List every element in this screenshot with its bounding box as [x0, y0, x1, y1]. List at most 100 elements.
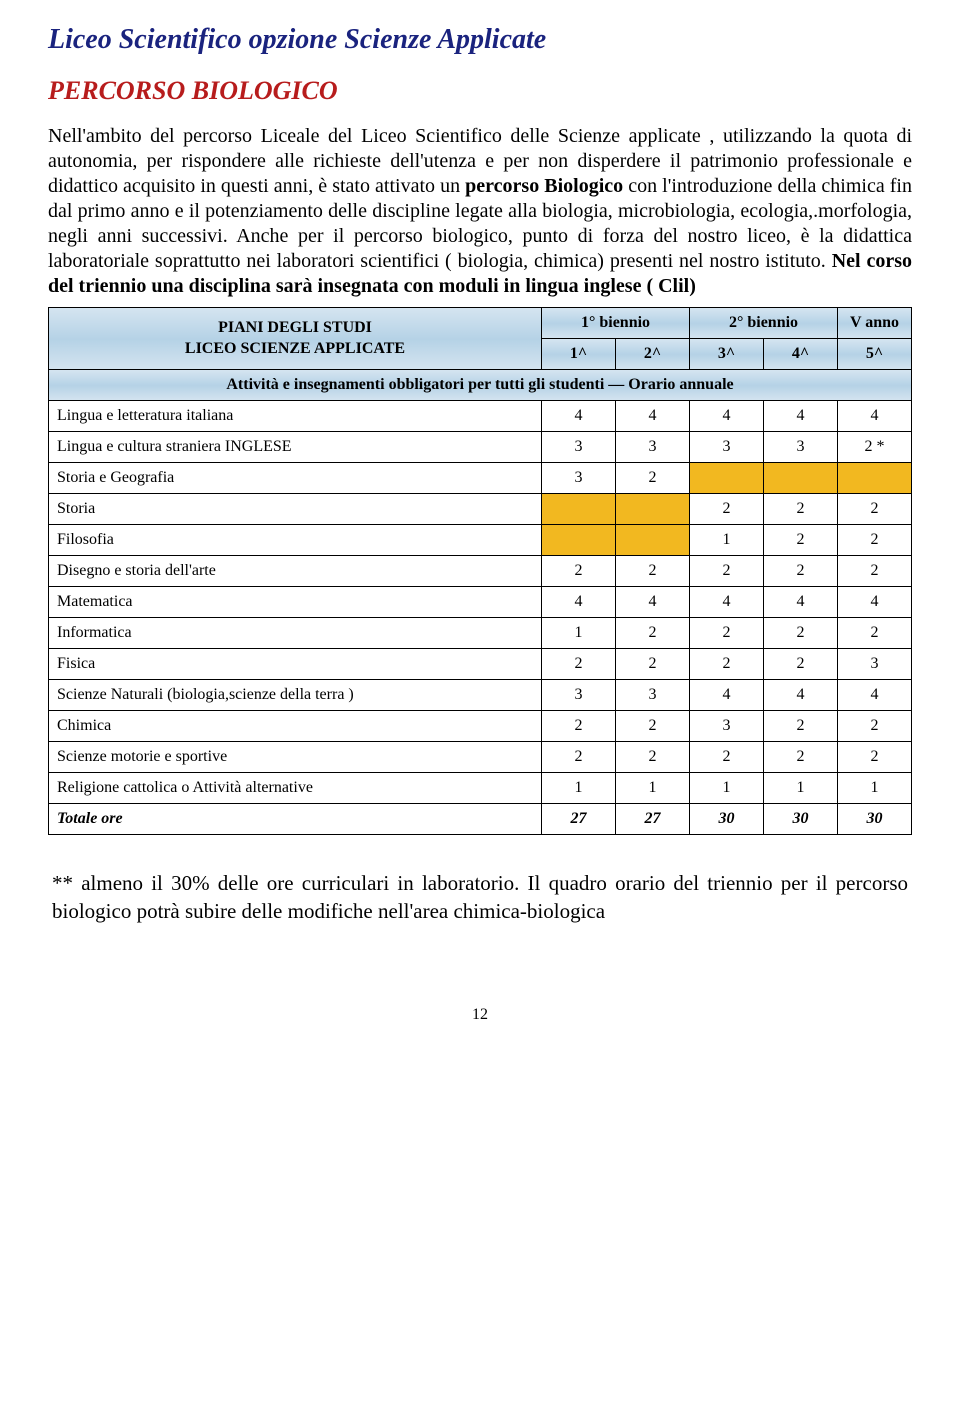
subject-label: Religione cattolica o Attività alternati…: [49, 773, 542, 804]
intro-paragraph: Nell'ambito del percorso Liceale del Lic…: [48, 124, 912, 299]
subject-value: 2: [690, 494, 764, 525]
subject-value: 2: [838, 618, 912, 649]
table-row: Informatica12222: [49, 618, 912, 649]
plan-header-cell: PIANI DEGLI STUDI LICEO SCIENZE APPLICAT…: [49, 308, 542, 370]
subject-value: 2: [616, 742, 690, 773]
subject-label: Lingua e cultura straniera INGLESE: [49, 432, 542, 463]
biennio2-header: 2° biennio: [690, 308, 838, 339]
page-title: Liceo Scientifico opzione Scienze Applic…: [48, 24, 912, 56]
subject-value: 4: [542, 401, 616, 432]
subject-value: 2: [764, 525, 838, 556]
subject-label: Filosofia: [49, 525, 542, 556]
subject-value: 2: [838, 525, 912, 556]
total-val-5: 30: [838, 804, 912, 835]
table-row: Disegno e storia dell'arte22222: [49, 556, 912, 587]
table-row: Fisica22223: [49, 649, 912, 680]
biennio1-header: 1° biennio: [542, 308, 690, 339]
subject-value: 2: [838, 494, 912, 525]
year-3-header: 3^: [690, 339, 764, 370]
subject-value: 4: [690, 587, 764, 618]
subject-value: 1: [542, 618, 616, 649]
subject-value: 2: [542, 742, 616, 773]
subject-value: 4: [690, 401, 764, 432]
subject-value: 2: [542, 556, 616, 587]
table-row: Lingua e letteratura italiana44444: [49, 401, 912, 432]
table-row: Lingua e cultura straniera INGLESE33332 …: [49, 432, 912, 463]
subject-value: 4: [838, 401, 912, 432]
subject-label: Fisica: [49, 649, 542, 680]
subject-value: 4: [838, 587, 912, 618]
subject-value: 4: [616, 401, 690, 432]
subject-value: 3: [764, 432, 838, 463]
subject-value: 2: [616, 463, 690, 494]
subject-value: [542, 525, 616, 556]
subject-value: 1: [690, 525, 764, 556]
page-subtitle: PERCORSO BIOLOGICO: [48, 76, 912, 106]
subject-label: Scienze Naturali (biologia,scienze della…: [49, 680, 542, 711]
plan-label-line1: PIANI DEGLI STUDI: [218, 319, 372, 336]
total-val-4: 30: [764, 804, 838, 835]
subject-value: 1: [616, 773, 690, 804]
subject-label: Matematica: [49, 587, 542, 618]
subject-value: 2: [838, 711, 912, 742]
table-row: Religione cattolica o Attività alternati…: [49, 773, 912, 804]
subject-value: [616, 494, 690, 525]
subject-value: 4: [764, 587, 838, 618]
subject-value: 2: [616, 711, 690, 742]
year-5-header: 5^: [838, 339, 912, 370]
subject-value: 3: [616, 680, 690, 711]
subject-value: [542, 494, 616, 525]
footnote-text: ** almeno il 30% delle ore curriculari i…: [52, 869, 908, 926]
year-1-header: 1^: [542, 339, 616, 370]
subject-label: Scienze motorie e sportive: [49, 742, 542, 773]
subject-value: 3: [542, 432, 616, 463]
subject-value: 2: [616, 556, 690, 587]
total-label: Totale ore: [49, 804, 542, 835]
subject-label: Disegno e storia dell'arte: [49, 556, 542, 587]
subject-value: 2: [838, 742, 912, 773]
intro-bold-percorso: percorso Biologico: [465, 175, 623, 197]
table-row: Storia222: [49, 494, 912, 525]
subject-value: 4: [764, 401, 838, 432]
subject-value: 4: [542, 587, 616, 618]
subject-value: 2: [764, 711, 838, 742]
subject-value: 3: [616, 432, 690, 463]
subject-label: Storia: [49, 494, 542, 525]
table-row: Scienze motorie e sportive22222: [49, 742, 912, 773]
table-row: Scienze Naturali (biologia,scienze della…: [49, 680, 912, 711]
year-2-header: 2^: [616, 339, 690, 370]
subject-value: 3: [542, 680, 616, 711]
subject-value: 3: [690, 711, 764, 742]
subject-value: [616, 525, 690, 556]
subject-value: 2: [690, 649, 764, 680]
year-4-header: 4^: [764, 339, 838, 370]
table-row: Matematica44444: [49, 587, 912, 618]
subject-value: 2: [764, 649, 838, 680]
total-val-2: 27: [616, 804, 690, 835]
subject-value: 1: [690, 773, 764, 804]
total-val-1: 27: [542, 804, 616, 835]
total-val-3: 30: [690, 804, 764, 835]
subject-value: 2: [764, 556, 838, 587]
subject-value: 2: [690, 618, 764, 649]
subject-value: [838, 463, 912, 494]
table-row: Filosofia122: [49, 525, 912, 556]
subject-value: 4: [616, 587, 690, 618]
subject-label: Chimica: [49, 711, 542, 742]
subject-value: 3: [542, 463, 616, 494]
subject-value: 2: [764, 742, 838, 773]
subject-value: [764, 463, 838, 494]
subject-value: 2: [616, 618, 690, 649]
plan-label-line2: LICEO SCIENZE APPLICATE: [185, 340, 405, 357]
subject-value: 3: [690, 432, 764, 463]
subject-label: Informatica: [49, 618, 542, 649]
subject-value: 2: [690, 556, 764, 587]
subject-value: 1: [542, 773, 616, 804]
subject-value: 1: [764, 773, 838, 804]
subject-value: 2: [616, 649, 690, 680]
subject-value: 2: [690, 742, 764, 773]
subject-value: 2: [764, 618, 838, 649]
subject-value: 2 *: [838, 432, 912, 463]
subject-value: 2: [764, 494, 838, 525]
subject-label: Storia e Geografia: [49, 463, 542, 494]
